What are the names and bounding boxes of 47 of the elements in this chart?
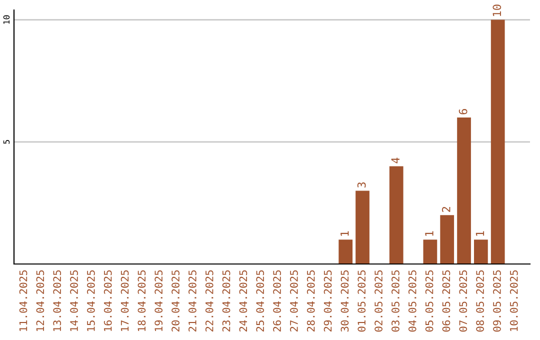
x-tick-label: 05.05.2025 [425,270,434,332]
x-tick-label: 06.05.2025 [442,270,450,332]
x-tick-label: 29.04.2025 [324,270,332,332]
bar [423,240,438,264]
x-tick-label: 27.04.2025 [290,270,298,332]
x-tick-label: 03.05.2025 [392,270,400,332]
x-tick-label: 02.05.2025 [374,270,382,332]
data-label: 10 [492,4,502,16]
x-tick-label: 19.04.2025 [154,270,163,332]
x-tick-label: 04.05.2025 [408,270,416,332]
x-tick-label: 01.05.2025 [358,270,366,332]
x-tick-label: 25.04.2025 [256,270,264,332]
x-tick-label: 22.04.2025 [205,270,214,332]
data-label: 3 [357,182,366,188]
x-tick-label: 26.04.2025 [273,270,281,332]
bar [356,190,370,264]
x-tick-label: 16.04.2025 [104,270,112,332]
data-label: 6 [458,109,468,114]
x-tick-label: 18.04.2025 [138,270,146,332]
bar [490,20,505,264]
x-tick-label: 09.05.2025 [493,270,501,332]
x-tick-label: 10.05.2025 [510,270,518,332]
x-tick-label: 21.04.2025 [188,270,196,332]
x-tick-label: 15.04.2025 [86,270,95,332]
x-tick-label: 12.04.2025 [36,270,44,332]
data-label: 4 [391,158,400,164]
data-label: 1 [476,231,484,236]
data-label: 2 [442,206,450,212]
x-tick-label: 30.04.2025 [340,270,349,332]
data-label: 1 [425,231,434,236]
bar [338,240,353,264]
bar [440,215,454,264]
x-tick-label: 11.04.2025 [19,270,28,332]
x-tick-label: 24.04.2025 [239,270,248,332]
bar [474,240,488,264]
x-tick-label: 17.04.2025 [120,270,129,332]
x-tick-label: 07.05.2025 [459,270,468,332]
data-label: 1 [340,231,349,236]
bar [457,117,471,264]
x-tick-label: 20.04.2025 [172,270,180,332]
x-tick-label: 14.04.2025 [70,270,78,332]
bar [389,166,404,264]
x-tick-label: 23.04.2025 [222,270,230,332]
y-tick-label: 5 [3,140,10,144]
x-tick-label: 08.05.2025 [476,270,484,332]
x-tick-label: 13.04.2025 [53,270,62,332]
x-tick-label: 28.04.2025 [306,270,315,332]
